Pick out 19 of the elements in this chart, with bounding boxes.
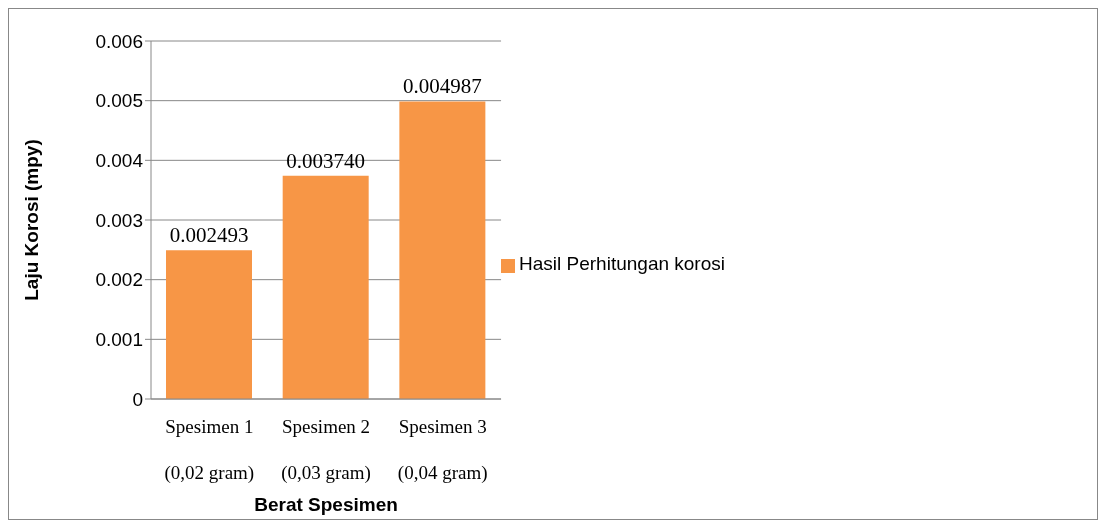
category-label: Spesimen 3 (0,04 gram) bbox=[397, 416, 488, 483]
bar bbox=[282, 175, 369, 399]
category-label: Spesimen 2 (0,03 gram) bbox=[281, 416, 371, 483]
y-axis-title: Laju Korosi (mpy) bbox=[20, 139, 42, 301]
category-label: Spesimen 1 (0,02 gram) bbox=[164, 416, 255, 483]
data-label: 0.002493 bbox=[169, 223, 249, 248]
x-axis-title: Berat Spesimen bbox=[254, 494, 398, 515]
y-tick-label: 0.006 bbox=[95, 30, 143, 52]
bar bbox=[166, 250, 252, 399]
bar bbox=[399, 101, 486, 399]
y-tick-label: 0 bbox=[132, 388, 143, 410]
y-tick-label: 0.002 bbox=[95, 269, 143, 291]
y-tick-label: 0.004 bbox=[95, 150, 144, 172]
legend-label: Hasil Perhitungan korosi bbox=[519, 253, 725, 274]
data-label: 0.003740 bbox=[286, 148, 366, 173]
y-tick-label: 0.003 bbox=[95, 209, 143, 231]
y-tick-label: 0.005 bbox=[95, 90, 143, 112]
y-tick-label: 0.001 bbox=[95, 329, 143, 351]
data-label: 0.004987 bbox=[402, 74, 482, 99]
